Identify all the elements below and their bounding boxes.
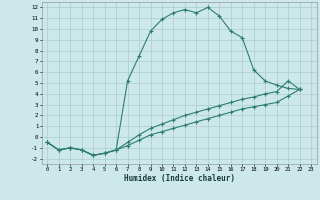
- X-axis label: Humidex (Indice chaleur): Humidex (Indice chaleur): [124, 174, 235, 183]
